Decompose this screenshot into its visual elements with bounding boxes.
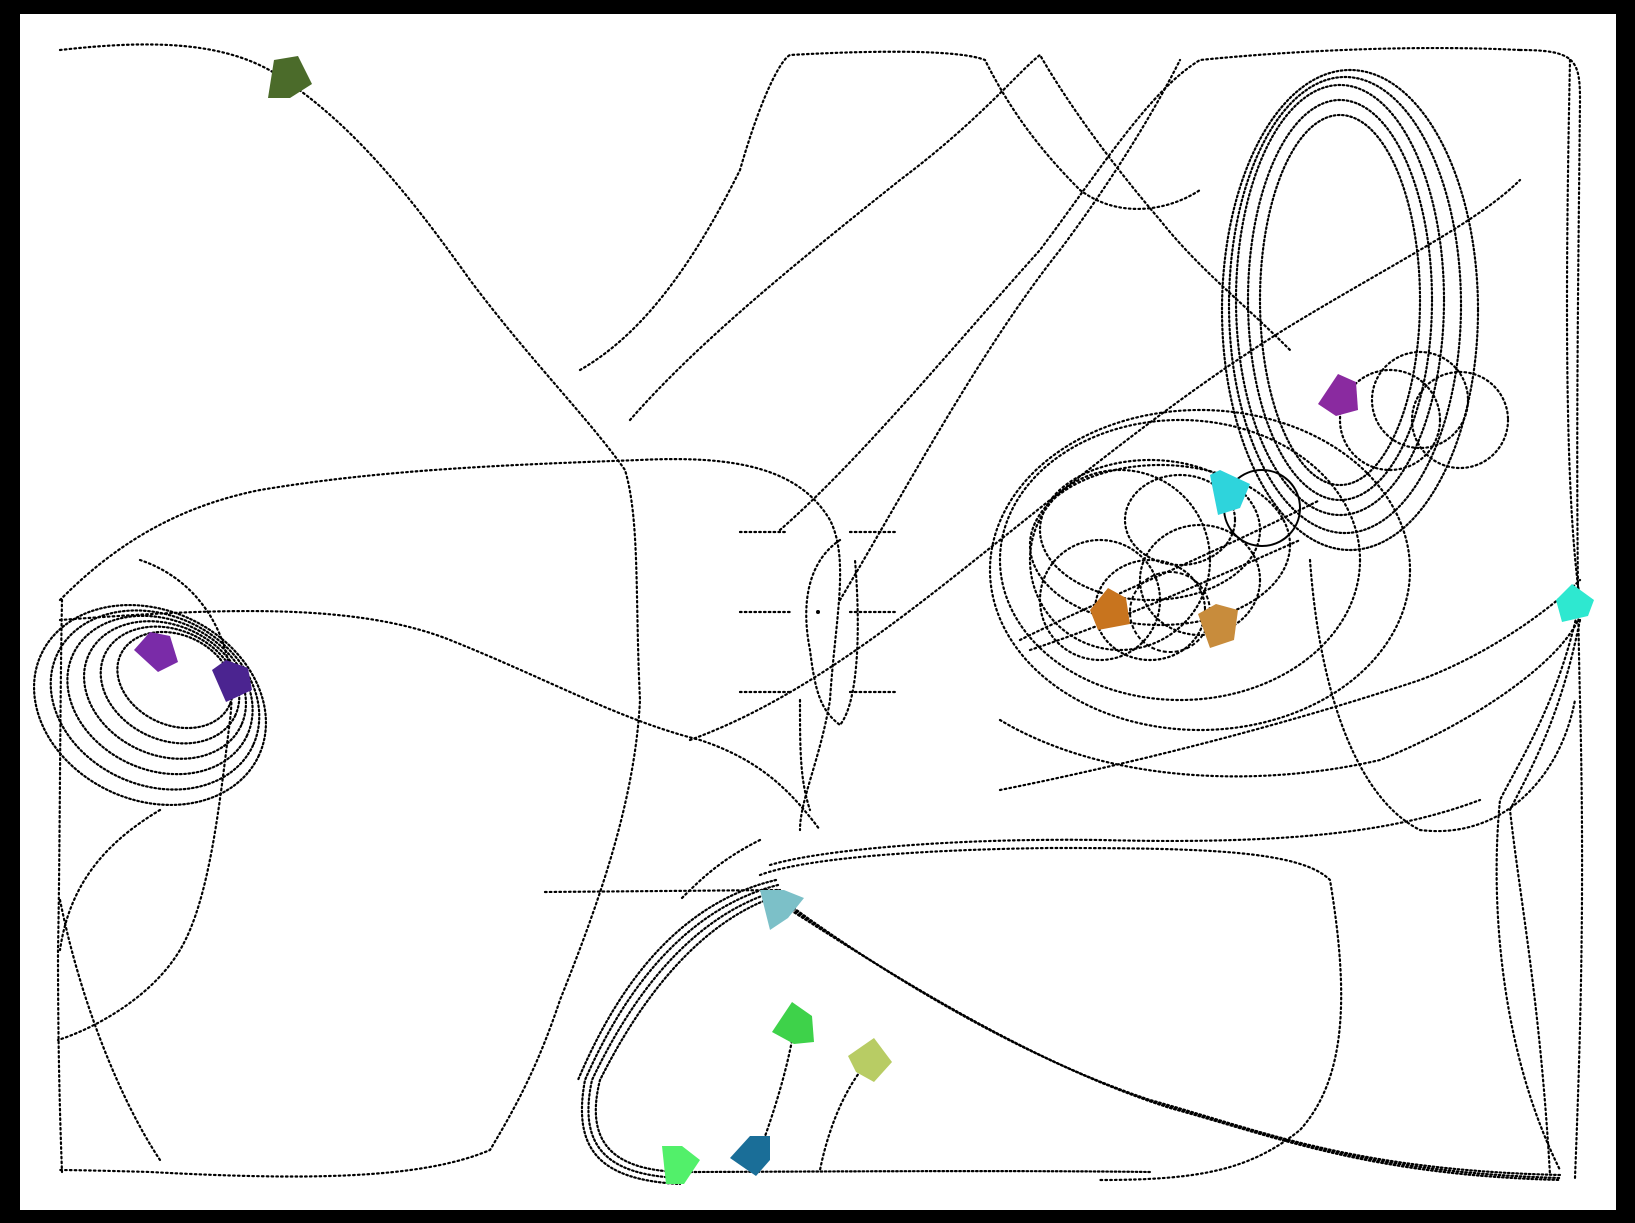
trail-bottom-band-top [758,846,1343,1182]
trail-top-center-a [578,50,1202,372]
agent-blue-bottom [730,1136,770,1176]
agent-indigo-left-2 [212,660,252,702]
agent-orange-1 [1090,588,1130,630]
trail-top-center-c [778,46,1522,532]
trail-left-box [56,598,64,1174]
center-dot [816,610,820,614]
agent-teal-bottom-center [760,890,804,930]
agent-aqua-right-edge [1556,584,1594,622]
center-right-loops [988,408,1412,732]
right-small-loops [1338,350,1510,472]
left-spiral [32,603,268,807]
trail-left-top-arc [58,458,842,832]
solid-circle-mid [1129,571,1211,653]
bottom-triangle-loops [576,878,1562,1186]
agent-purple-right [1318,374,1358,416]
trail-bottom-left-line [543,888,782,894]
trail-right-lower-loop [1308,558,1577,833]
agent-cyan-center-right [1210,470,1250,515]
trail-bottom-band-top-2 [768,798,1482,867]
trail-right-edge-3 [1508,618,1582,1177]
agent-purple-left-1 [134,632,178,672]
trail-right-edge [1518,48,1584,1180]
trail-bottom-to-center [678,838,762,902]
agent-light-green-bottom [662,1146,700,1184]
center-maze [738,530,897,812]
agent-green-1 [772,1002,814,1044]
trail-top-center-e [838,58,1182,602]
trail-left-diag [58,898,162,1162]
trail-left-to-center [58,609,822,832]
trail-top-center-b [628,53,1292,422]
trail-right-mid-2 [998,618,1580,778]
agent-olive-top-left [268,56,312,98]
trail-bottom-lime [818,1058,872,1172]
right-tall-loops [1220,68,1480,552]
trail-left-box-2 [56,558,233,1042]
agent-tan-orange-2 [1198,604,1238,648]
trail-top-center-d [688,178,1522,742]
trail-top-left-long [56,43,642,1178]
agent-lime-olive [848,1038,892,1082]
trail-left-arc-low [58,808,162,952]
trail-right-edge-2 [1495,58,1582,1172]
